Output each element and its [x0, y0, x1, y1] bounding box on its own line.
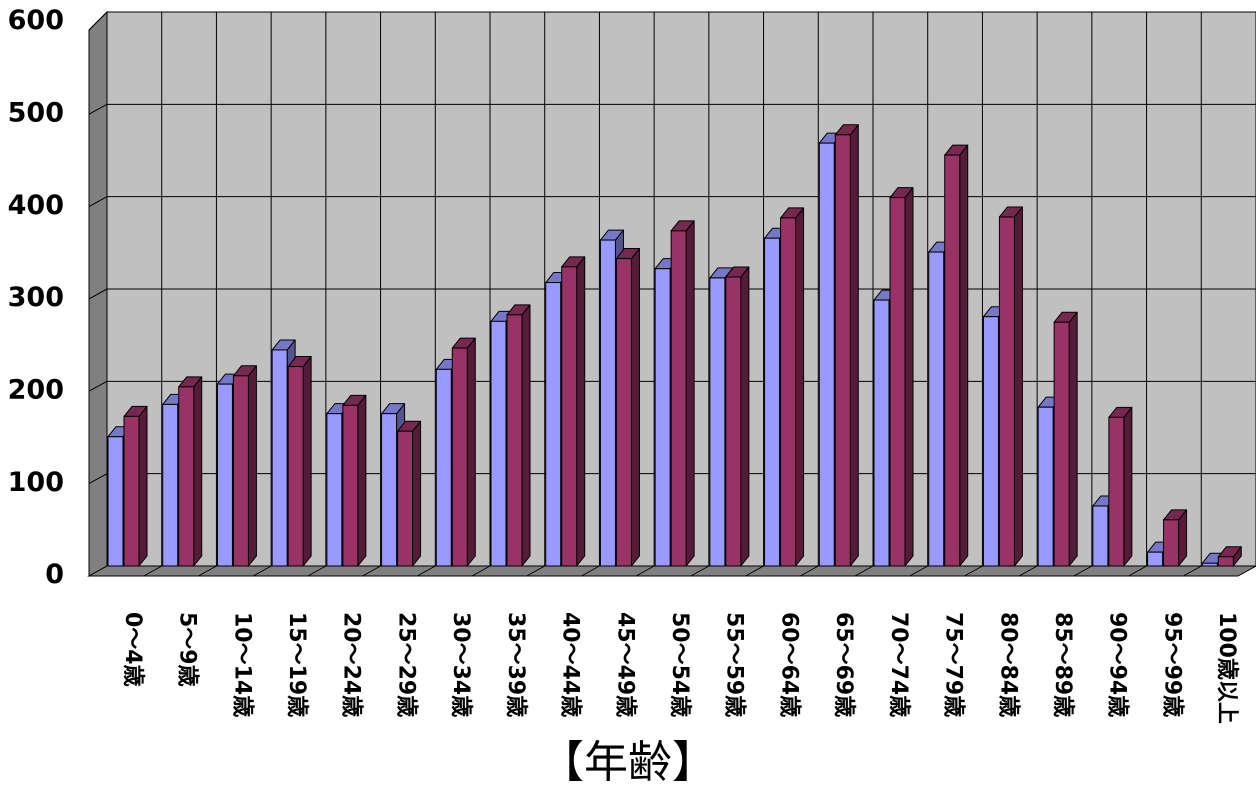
bar [780, 207, 805, 567]
floor-divider [362, 565, 381, 577]
bar [506, 304, 531, 567]
bar [725, 266, 750, 567]
bar [944, 144, 969, 567]
floor-divider [635, 565, 655, 577]
bar [287, 356, 312, 567]
y-tick-label: 500 [8, 98, 64, 129]
floor-divider [800, 565, 819, 577]
gridline-side [88, 473, 108, 485]
y-tick-label: 200 [8, 375, 64, 406]
bar [1163, 509, 1188, 567]
floor-divider [143, 565, 162, 577]
x-tick-label: 75～79歳 [941, 612, 966, 717]
bar [1108, 406, 1133, 567]
y-tick-label: 0 [45, 559, 64, 590]
gridline-side [88, 103, 108, 115]
floor-divider [745, 565, 764, 577]
x-tick-label: 35～39歳 [503, 612, 528, 717]
y-tick-label: 100 [8, 467, 64, 498]
x-tick-label: 85～89歳 [1050, 612, 1075, 717]
y-axis-ticks: 0 100 200 300 400 500 600 [8, 5, 64, 590]
bar [123, 405, 148, 567]
x-tick-label: 5～9歳 [175, 612, 200, 687]
x-tick-label: 0～4歳 [120, 612, 145, 687]
bar [1217, 546, 1242, 567]
bar [670, 220, 695, 567]
floor-divider [1073, 565, 1093, 577]
gridline-side [88, 196, 108, 208]
x-tick-label: 50～54歳 [667, 612, 692, 717]
bars [107, 124, 1242, 567]
floor-divider [471, 565, 491, 577]
floor-divider [526, 565, 545, 577]
floor-divider [198, 565, 217, 577]
x-tick-label: 80～84歳 [995, 612, 1020, 717]
bar [889, 187, 914, 567]
y-tick-label: 300 [8, 282, 64, 313]
floor-divider [1018, 565, 1038, 577]
x-tick-label: 70～74歳 [886, 612, 911, 717]
bar [178, 376, 203, 567]
bar [615, 248, 640, 567]
bar [561, 256, 586, 567]
x-tick-label: 95～99歳 [1159, 612, 1184, 717]
x-tick-label: 55～59歳 [722, 612, 747, 717]
floor-divider [690, 565, 710, 577]
floor-divider [417, 565, 436, 577]
x-tick-label: 15～19歳 [284, 612, 309, 717]
bar [397, 420, 422, 567]
bar [1053, 311, 1078, 567]
y-tick-label: 400 [8, 190, 64, 221]
gridline-side [88, 380, 108, 392]
x-tick-label: 40～44歳 [558, 612, 583, 717]
floor-divider [307, 565, 327, 577]
x-tick-label: 10～14歳 [229, 612, 254, 717]
y-tick-label: 600 [8, 5, 64, 36]
floor-divider [964, 565, 983, 577]
bar [342, 394, 367, 567]
x-axis-ticks: 0～4歳 5～9歳 10～14歳 15～19歳 20～24歳 25～29歳 30～34歳 35… [120, 612, 1239, 724]
bar [451, 337, 476, 567]
x-tick-label: 30～34歳 [448, 612, 473, 717]
x-axis-title: 【年齢】 [540, 737, 716, 788]
x-tick-label: 45～49歳 [612, 612, 637, 717]
floor-divider [581, 565, 600, 577]
x-tick-label: 100歳以上 [1214, 612, 1239, 724]
x-tick-label: 90～94歳 [1105, 612, 1130, 717]
floor-divider [1128, 565, 1147, 577]
floor-divider [909, 565, 928, 577]
bar [998, 206, 1023, 567]
x-tick-label: 25～29歳 [393, 612, 418, 717]
gridline-side [88, 288, 108, 300]
x-tick-label: 20～24歳 [339, 612, 364, 717]
x-tick-label: 65～69歳 [831, 612, 856, 717]
bar [232, 365, 257, 567]
gridline-side [88, 11, 108, 31]
x-tick-label: 60～64歳 [776, 612, 801, 717]
floor [87, 565, 1256, 577]
bar [834, 124, 859, 567]
floor-divider [854, 565, 874, 577]
floor-divider [252, 565, 272, 577]
floor-divider [1183, 565, 1202, 577]
